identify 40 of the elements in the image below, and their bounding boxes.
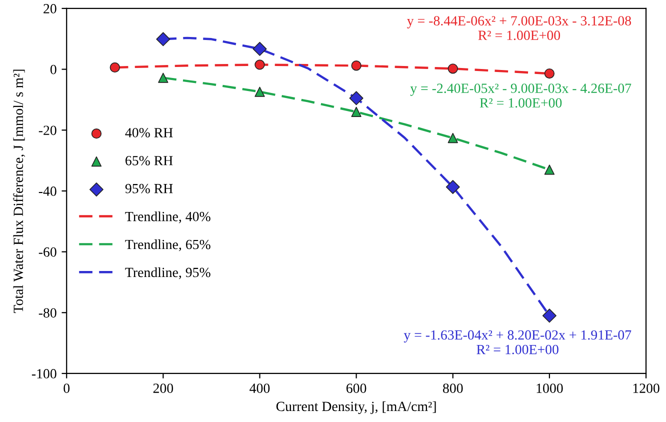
point xyxy=(448,132,458,144)
legend-label: 40% RH xyxy=(125,128,173,138)
point xyxy=(542,308,556,323)
point xyxy=(446,180,460,194)
x-axis-title: Current Density, j, [mA/cm²] xyxy=(276,401,436,414)
point xyxy=(544,164,555,175)
legend-label: Trendline, 65% xyxy=(125,239,210,252)
y-tick-label: -20 xyxy=(38,126,56,136)
annotation: y = -8.44E-06x² + 7.00E-03x - 3.12E-08 R² = 1.00E+00 xyxy=(407,16,632,40)
x-tick-label: 600 xyxy=(346,384,366,393)
y-tick-label: -40 xyxy=(38,186,56,196)
y-tick-label: 0 xyxy=(50,64,56,74)
point xyxy=(254,86,265,97)
point xyxy=(351,60,362,71)
legend-label: Trendline, 40% xyxy=(125,211,210,224)
point xyxy=(252,42,267,56)
point xyxy=(544,68,555,79)
legend-label: 65% RH xyxy=(126,156,173,166)
y-axis-title: Total Water Flux Difference, J [mmol/ s m²] xyxy=(13,70,26,313)
x-tick-label: 1200 xyxy=(633,384,660,393)
legend-label: 95% RH xyxy=(125,184,173,194)
annotation: y = -2.40E-05x² - 9.00E-03x - 4.26E-07 R² = 1.00E+00 xyxy=(410,84,632,108)
point xyxy=(156,32,170,46)
point xyxy=(349,91,364,106)
y-tick-label: 20 xyxy=(44,4,56,14)
x-tick-label: 200 xyxy=(153,384,174,393)
x-tick-label: 400 xyxy=(250,384,270,393)
point xyxy=(110,62,120,73)
x-tick-label: 0 xyxy=(64,384,70,393)
point xyxy=(351,106,362,117)
y-tick-label: -80 xyxy=(38,308,56,318)
legend-label: Trendline, 95% xyxy=(125,267,210,280)
point xyxy=(448,64,458,74)
point xyxy=(158,72,168,83)
point xyxy=(254,60,265,70)
y-tick-label: -100 xyxy=(32,369,56,378)
annotation: y = -1.63E-04x² + 8.20E-02x + 1.91E-07 R² = 1.00E+00 xyxy=(404,330,632,354)
y-tick-label: -60 xyxy=(38,247,56,257)
x-tick-label: 800 xyxy=(442,384,463,393)
x-tick-label: 1000 xyxy=(536,384,563,393)
